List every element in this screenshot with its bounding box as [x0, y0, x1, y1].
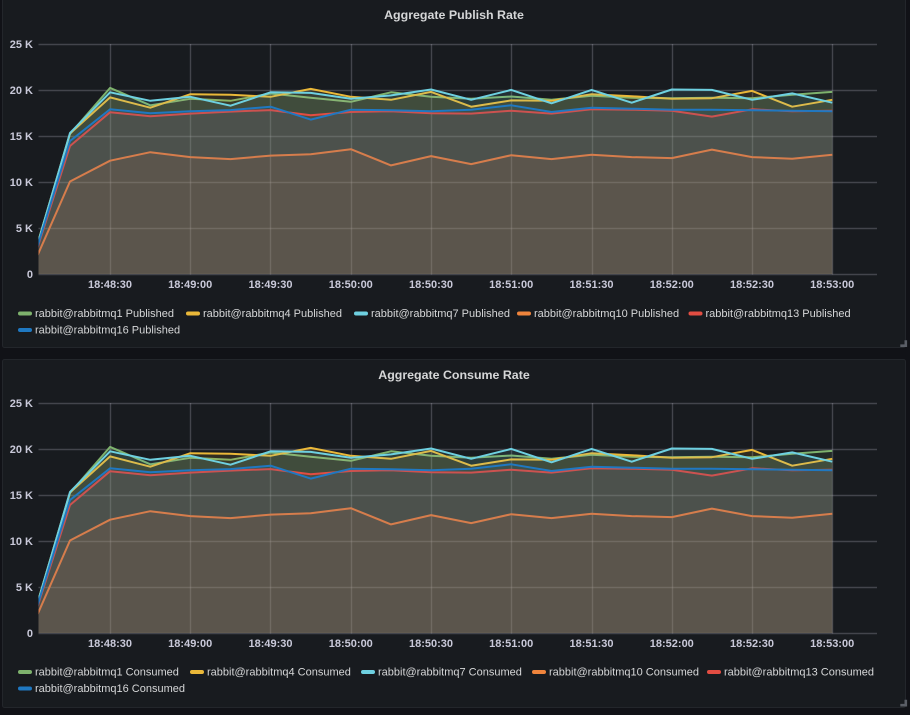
svg-text:15 K: 15 K [10, 490, 33, 502]
svg-text:18:49:00: 18:49:00 [168, 638, 212, 650]
svg-text:rabbit@rabbitmq4 Consumed: rabbit@rabbitmq4 Consumed [207, 667, 351, 679]
svg-text:5 K: 5 K [16, 223, 33, 235]
svg-text:rabbit@rabbitmq1 Published: rabbit@rabbitmq1 Published [35, 308, 174, 320]
svg-text:Aggregate Publish Rate: Aggregate Publish Rate [384, 8, 524, 22]
svg-text:18:53:00: 18:53:00 [810, 279, 854, 291]
svg-text:18:51:30: 18:51:30 [569, 279, 613, 291]
svg-text:rabbit@rabbitmq1 Consumed: rabbit@rabbitmq1 Consumed [35, 667, 179, 679]
svg-text:rabbit@rabbitmq10 Published: rabbit@rabbitmq10 Published [534, 308, 679, 320]
svg-text:18:52:30: 18:52:30 [730, 279, 774, 291]
svg-text:rabbit@rabbitmq13 Published: rabbit@rabbitmq13 Published [706, 308, 851, 320]
svg-text:25 K: 25 K [10, 398, 33, 410]
svg-text:18:49:30: 18:49:30 [248, 638, 292, 650]
svg-text:20 K: 20 K [10, 85, 33, 97]
svg-text:18:51:30: 18:51:30 [569, 638, 613, 650]
svg-text:rabbit@rabbitmq13 Consumed: rabbit@rabbitmq13 Consumed [724, 667, 874, 679]
svg-text:5 K: 5 K [16, 582, 33, 594]
svg-text:rabbit@rabbitmq7 Consumed: rabbit@rabbitmq7 Consumed [378, 667, 522, 679]
svg-text:25 K: 25 K [10, 39, 33, 51]
svg-text:20 K: 20 K [10, 444, 33, 456]
svg-text:18:53:00: 18:53:00 [810, 638, 854, 650]
svg-text:10 K: 10 K [10, 536, 33, 548]
svg-text:rabbit@rabbitmq16 Published: rabbit@rabbitmq16 Published [35, 325, 180, 337]
svg-text:18:48:30: 18:48:30 [88, 638, 132, 650]
svg-text:18:50:30: 18:50:30 [409, 279, 453, 291]
svg-text:0: 0 [27, 628, 33, 640]
svg-text:rabbit@rabbitmq10 Consumed: rabbit@rabbitmq10 Consumed [549, 667, 699, 679]
svg-text:0: 0 [27, 269, 33, 281]
svg-text:18:50:00: 18:50:00 [329, 279, 373, 291]
svg-text:18:52:30: 18:52:30 [730, 638, 774, 650]
svg-text:18:52:00: 18:52:00 [650, 279, 694, 291]
svg-text:rabbit@rabbitmq4 Published: rabbit@rabbitmq4 Published [203, 308, 342, 320]
svg-text:18:49:30: 18:49:30 [248, 279, 292, 291]
svg-text:rabbit@rabbitmq7 Published: rabbit@rabbitmq7 Published [371, 308, 510, 320]
svg-text:18:48:30: 18:48:30 [88, 279, 132, 291]
svg-text:15 K: 15 K [10, 131, 33, 143]
svg-text:18:51:00: 18:51:00 [489, 638, 533, 650]
svg-text:rabbit@rabbitmq16 Consumed: rabbit@rabbitmq16 Consumed [35, 683, 185, 695]
svg-text:18:52:00: 18:52:00 [650, 638, 694, 650]
svg-text:10 K: 10 K [10, 177, 33, 189]
svg-text:18:51:00: 18:51:00 [489, 279, 533, 291]
svg-text:18:50:30: 18:50:30 [409, 638, 453, 650]
svg-text:18:50:00: 18:50:00 [329, 638, 373, 650]
svg-text:Aggregate Consume Rate: Aggregate Consume Rate [378, 368, 530, 382]
svg-text:18:49:00: 18:49:00 [168, 279, 212, 291]
